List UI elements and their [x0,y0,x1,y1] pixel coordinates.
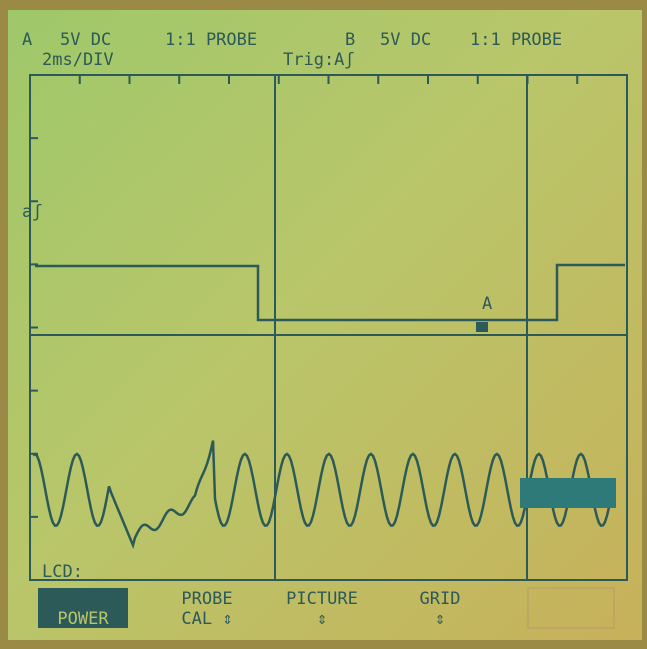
menu-label[interactable]: POWER [57,609,109,629]
channel-b: B [345,30,355,50]
channel-a: A [22,30,32,50]
trigger: Trig:Aʃ [283,50,355,70]
overlay-box [520,478,616,508]
cursor-label: A [482,294,492,314]
menu-button-faded[interactable] [527,587,615,629]
b-coupling: 5V DC [380,30,431,50]
graticule-ticks [30,75,579,518]
b-probe: 1:1 PROBE [470,30,562,50]
menu-label[interactable]: PROBE [181,589,232,609]
a-coupling: 5V DC [60,30,111,50]
timebase: 2ms/DIV [42,50,114,70]
a-probe: 1:1 PROBE [165,30,257,50]
trace-a [35,263,625,322]
trace-a-marker: aʃ [22,202,42,222]
menu-label[interactable]: ⇕ [435,609,445,629]
menu-label[interactable]: ⇕ [317,609,327,629]
menu-label[interactable]: PICTURE [286,589,358,609]
menu-label[interactable]: GRID [420,589,461,609]
menu-button-active[interactable] [38,588,128,628]
trace-b [32,440,611,550]
menu-label[interactable]: CAL ⇕ [181,609,232,629]
status: LCD: [42,562,83,582]
cursor-mark [476,322,488,332]
lcd [8,10,642,640]
